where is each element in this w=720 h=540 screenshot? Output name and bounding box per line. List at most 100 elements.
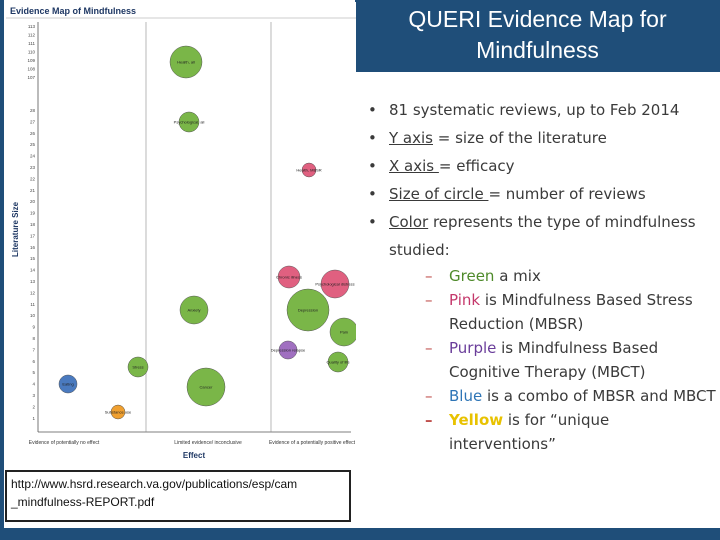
y-tick-label: 8 xyxy=(32,336,35,341)
bubble xyxy=(301,162,317,178)
bubble-label: Stress xyxy=(132,365,143,370)
bubble xyxy=(179,295,209,325)
y-tick-label: 108 xyxy=(27,67,35,72)
bubble-label: Eating xyxy=(62,382,73,387)
color-name: Green xyxy=(449,267,495,285)
y-tick-label: 24 xyxy=(30,154,36,159)
bullet-dot: • xyxy=(368,129,377,147)
bullet-list: • 81 systematic reviews, up to Feb 2014 • Y… xyxy=(362,96,718,456)
bubble xyxy=(286,288,330,332)
y-tick-label: 4 xyxy=(32,382,35,387)
bubble-label: Chronic illness xyxy=(276,275,302,280)
sub-bullet-dash: – xyxy=(425,411,433,429)
sub-bullet-item: – Pink is Mindfulness Based Stress Reduct… xyxy=(389,288,718,336)
y-tick-label: 23 xyxy=(30,165,36,170)
y-tick-label: 19 xyxy=(30,211,36,216)
sub-bullet-dash: – xyxy=(425,387,433,405)
sub-bullet-text: is Mindfulness Based Stress Reduction (M… xyxy=(449,291,693,333)
bubble xyxy=(329,317,356,347)
bullet-dot: • xyxy=(368,185,377,203)
source-citation: http://www.hsrd.research.va.gov/publicat… xyxy=(5,470,351,522)
slide-title: QUERI Evidence Map for Mindfulness xyxy=(408,6,667,63)
bullet-dot: • xyxy=(368,157,377,175)
bullet-text: = efficacy xyxy=(438,157,515,175)
bullet-text: = size of the literature xyxy=(432,129,607,147)
x-axis-label: Effect xyxy=(183,451,206,460)
color-name: Yellow xyxy=(449,411,504,429)
bottom-accent-bar xyxy=(0,528,720,540)
y-tick-labels: 1131121111101091081072827262524232221201… xyxy=(27,24,35,421)
evidence-map-svg: Evidence Map of Mindfulness Literature S… xyxy=(6,2,356,462)
x-category-3: Evidence of a potentially positive effec… xyxy=(269,440,356,446)
bubble xyxy=(110,404,126,420)
y-tick-label: 111 xyxy=(28,41,35,46)
bubble xyxy=(169,45,203,79)
sub-bullet-text: is a combo of MBSR and MBCT xyxy=(482,387,716,405)
sub-bullet-text: a mix xyxy=(494,267,541,285)
bubble-label: Psychological, all xyxy=(174,120,205,125)
y-tick-label: 5 xyxy=(32,370,35,375)
sub-bullet-item: – Green a mix xyxy=(389,264,718,288)
source-url-line2[interactable]: _mindfulness-REPORT.pdf xyxy=(11,495,155,509)
sub-bullet-dash: – xyxy=(425,291,433,309)
bubble-label: Health, all xyxy=(177,60,195,65)
y-tick-label: 25 xyxy=(30,142,36,147)
y-tick-label: 6 xyxy=(32,359,35,364)
bubble xyxy=(327,351,349,373)
bullet-item: • Color represents the type of mindfulnes… xyxy=(362,208,718,456)
y-tick-label: 26 xyxy=(30,131,36,136)
bullet-item: • Y axis = size of the literature xyxy=(362,124,718,152)
y-tick-label: 17 xyxy=(30,233,36,238)
y-tick-label: 1 xyxy=(32,416,35,421)
bubble xyxy=(58,374,78,394)
sub-bullet-text: is Mindfulness Based Cognitive Therapy (… xyxy=(449,339,659,381)
y-tick-label: 109 xyxy=(27,58,35,63)
color-name: Purple xyxy=(449,339,497,357)
bubble xyxy=(278,340,298,360)
y-tick-label: 110 xyxy=(28,50,36,55)
bullet-item: • Size of circle = number of reviews xyxy=(362,180,718,208)
y-tick-label: 112 xyxy=(28,33,36,38)
bubble xyxy=(277,265,301,289)
source-url-line1[interactable]: http://www.hsrd.research.va.gov/publicat… xyxy=(11,477,298,491)
bubble-label: Anxiety xyxy=(187,308,200,313)
bullet-dot: • xyxy=(368,101,377,119)
y-tick-label: 22 xyxy=(30,176,36,181)
y-tick-label: 14 xyxy=(30,268,36,273)
bullet-text: Y axis xyxy=(389,129,433,147)
bullet-text: 81 systematic reviews, up to Feb 2014 xyxy=(389,101,680,119)
bullet-text: X axis xyxy=(389,157,439,175)
color-name: Pink xyxy=(449,291,481,309)
title-bar: QUERI Evidence Map for Mindfulness xyxy=(355,0,720,72)
sub-bullet-item: – Blue is a combo of MBSR and MBCT xyxy=(389,384,718,408)
sub-bullet-dash: – xyxy=(425,267,433,285)
y-tick-label: 107 xyxy=(27,75,35,80)
y-tick-label: 28 xyxy=(30,108,36,113)
y-tick-label: 2 xyxy=(32,404,35,409)
bullet-text: Color xyxy=(389,213,429,231)
evidence-map: Evidence Map of Mindfulness Literature S… xyxy=(6,2,356,462)
y-tick-label: 3 xyxy=(32,393,35,398)
bubble-label: Quality of life xyxy=(326,360,350,365)
sub-bullet-item: – Purple is Mindfulness Based Cognitive T… xyxy=(389,336,718,384)
y-tick-label: 16 xyxy=(30,245,36,250)
bullet-item: • 81 systematic reviews, up to Feb 2014 xyxy=(362,96,718,124)
bullet-dot: • xyxy=(368,213,377,231)
y-tick-label: 27 xyxy=(30,119,36,124)
color-name: Blue xyxy=(449,387,483,405)
y-tick-label: 13 xyxy=(30,279,36,284)
bubble-label: Depression xyxy=(298,308,318,313)
left-accent-bar xyxy=(0,0,4,540)
bullet-text: = number of reviews xyxy=(488,185,646,203)
bubble-label: Substance use xyxy=(105,410,132,415)
bubble xyxy=(320,269,350,299)
y-tick-label: 9 xyxy=(32,325,35,330)
y-tick-label: 21 xyxy=(30,188,36,193)
bubble xyxy=(178,111,200,133)
y-tick-label: 18 xyxy=(30,222,36,227)
y-tick-label: 15 xyxy=(30,256,36,261)
bubble xyxy=(127,356,149,378)
bullet-item: • X axis = efficacy xyxy=(362,152,718,180)
sub-bullet-list: – Green a mix – Pink is Mindfulness Based S… xyxy=(389,264,718,456)
